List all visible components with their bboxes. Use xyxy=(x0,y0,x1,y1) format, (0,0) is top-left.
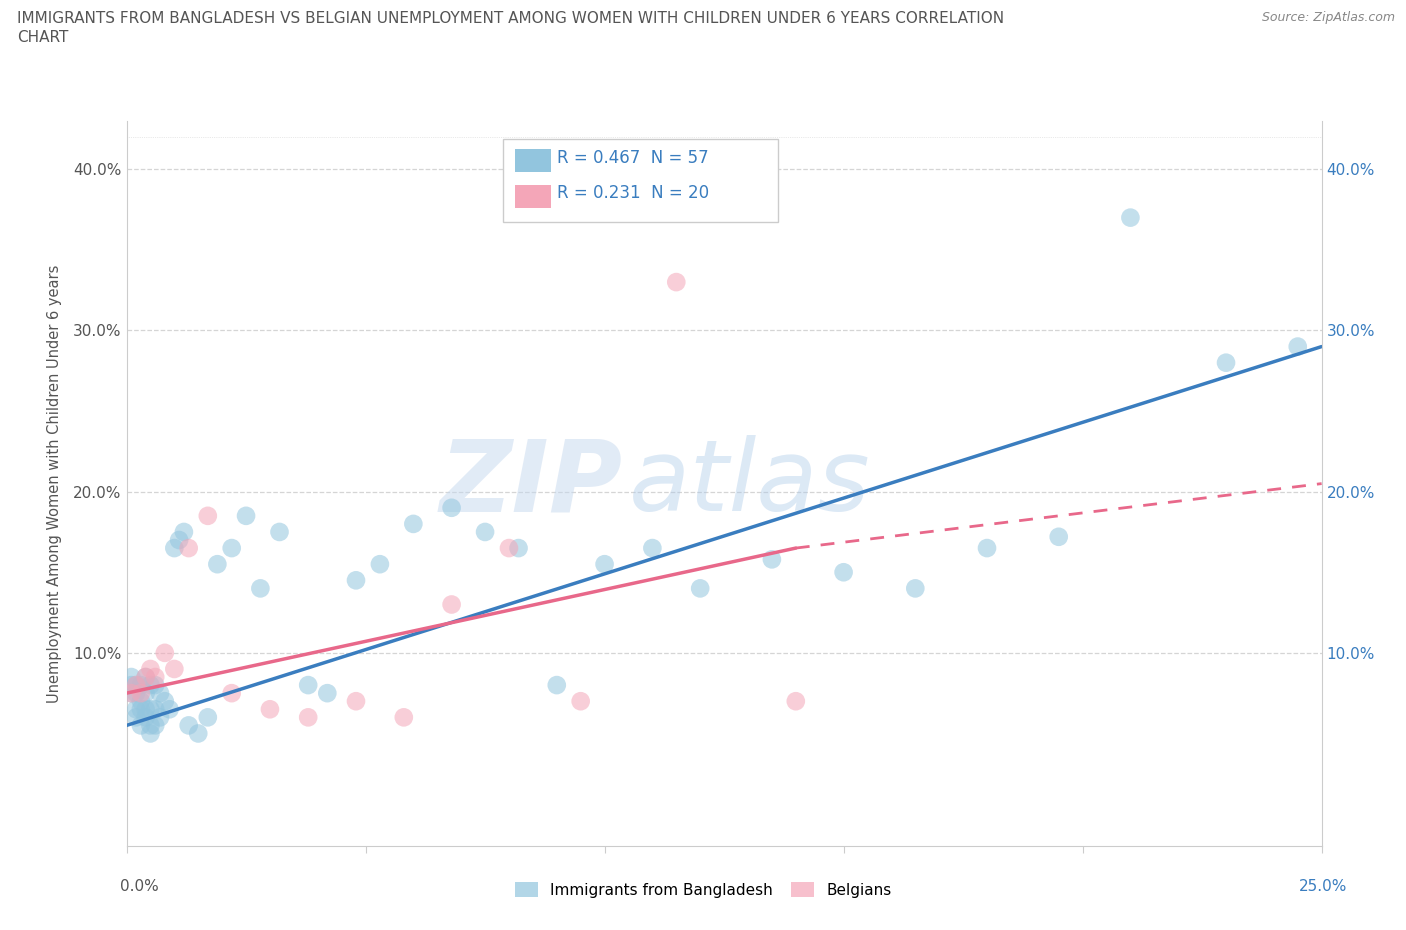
Point xyxy=(665,274,688,289)
Text: Source: ZipAtlas.com: Source: ZipAtlas.com xyxy=(1261,11,1395,24)
Point xyxy=(129,678,152,693)
Point xyxy=(498,540,520,555)
Point xyxy=(1047,529,1070,544)
Point xyxy=(125,678,148,693)
Point xyxy=(135,670,157,684)
Text: CHART: CHART xyxy=(17,30,69,45)
Point xyxy=(235,509,257,524)
Point xyxy=(392,710,415,724)
Point xyxy=(129,702,152,717)
Point xyxy=(149,685,172,700)
Y-axis label: Unemployment Among Women with Children Under 6 years: Unemployment Among Women with Children U… xyxy=(46,264,62,703)
Point xyxy=(125,702,148,717)
FancyBboxPatch shape xyxy=(515,185,551,208)
Point xyxy=(221,685,243,700)
Point xyxy=(135,702,157,717)
Point xyxy=(249,581,271,596)
Point xyxy=(177,718,200,733)
Point xyxy=(440,500,463,515)
Point xyxy=(904,581,927,596)
Point xyxy=(177,540,200,555)
Point xyxy=(641,540,664,555)
Text: ZIP: ZIP xyxy=(440,435,623,532)
Point xyxy=(129,694,152,709)
Point xyxy=(120,685,142,700)
Point xyxy=(120,670,142,684)
Point xyxy=(153,645,176,660)
Point xyxy=(569,694,592,709)
Point xyxy=(143,718,166,733)
Text: 25.0%: 25.0% xyxy=(1299,879,1347,894)
Text: R = 0.467  N = 57: R = 0.467 N = 57 xyxy=(557,149,709,166)
Point xyxy=(139,702,162,717)
Point xyxy=(197,509,219,524)
Point xyxy=(785,694,807,709)
Point xyxy=(125,678,148,693)
Point xyxy=(402,516,425,531)
Point xyxy=(159,702,181,717)
Point xyxy=(259,702,281,717)
Point xyxy=(135,685,157,700)
Point xyxy=(1286,339,1309,354)
Text: atlas: atlas xyxy=(628,435,870,532)
Point xyxy=(297,678,319,693)
Point xyxy=(297,710,319,724)
Point xyxy=(143,702,166,717)
Point xyxy=(139,661,162,676)
Point xyxy=(143,678,166,693)
Point xyxy=(125,685,148,700)
Point xyxy=(135,710,157,724)
Point xyxy=(546,678,568,693)
Point xyxy=(163,540,186,555)
Text: IMMIGRANTS FROM BANGLADESH VS BELGIAN UNEMPLOYMENT AMONG WOMEN WITH CHILDREN UND: IMMIGRANTS FROM BANGLADESH VS BELGIAN UN… xyxy=(17,11,1004,26)
Point xyxy=(120,685,142,700)
Point xyxy=(976,540,998,555)
Point xyxy=(440,597,463,612)
Point xyxy=(129,685,152,700)
FancyBboxPatch shape xyxy=(515,149,551,172)
Point xyxy=(474,525,496,539)
Point xyxy=(187,726,209,741)
Point xyxy=(269,525,291,539)
Point xyxy=(153,694,176,709)
Point xyxy=(120,678,142,693)
Point xyxy=(207,557,229,572)
Point xyxy=(316,685,339,700)
Legend: Immigrants from Bangladesh, Belgians: Immigrants from Bangladesh, Belgians xyxy=(509,875,897,904)
Point xyxy=(163,661,186,676)
Point xyxy=(139,718,162,733)
Point xyxy=(368,557,391,572)
Point xyxy=(143,670,166,684)
Point xyxy=(344,573,367,588)
FancyBboxPatch shape xyxy=(503,139,778,222)
Point xyxy=(167,533,190,548)
Point xyxy=(689,581,711,596)
Point xyxy=(1215,355,1237,370)
Point xyxy=(139,726,162,741)
Point xyxy=(139,678,162,693)
Point xyxy=(593,557,616,572)
Point xyxy=(344,694,367,709)
Point xyxy=(149,710,172,724)
Text: 0.0%: 0.0% xyxy=(120,879,159,894)
Point xyxy=(221,540,243,555)
Point xyxy=(197,710,219,724)
Point xyxy=(761,551,783,566)
Point xyxy=(508,540,530,555)
Point xyxy=(173,525,195,539)
Point xyxy=(129,718,152,733)
Point xyxy=(1119,210,1142,225)
Point xyxy=(135,670,157,684)
Point xyxy=(125,710,148,724)
Point xyxy=(832,565,855,579)
Text: R = 0.231  N = 20: R = 0.231 N = 20 xyxy=(557,184,709,203)
